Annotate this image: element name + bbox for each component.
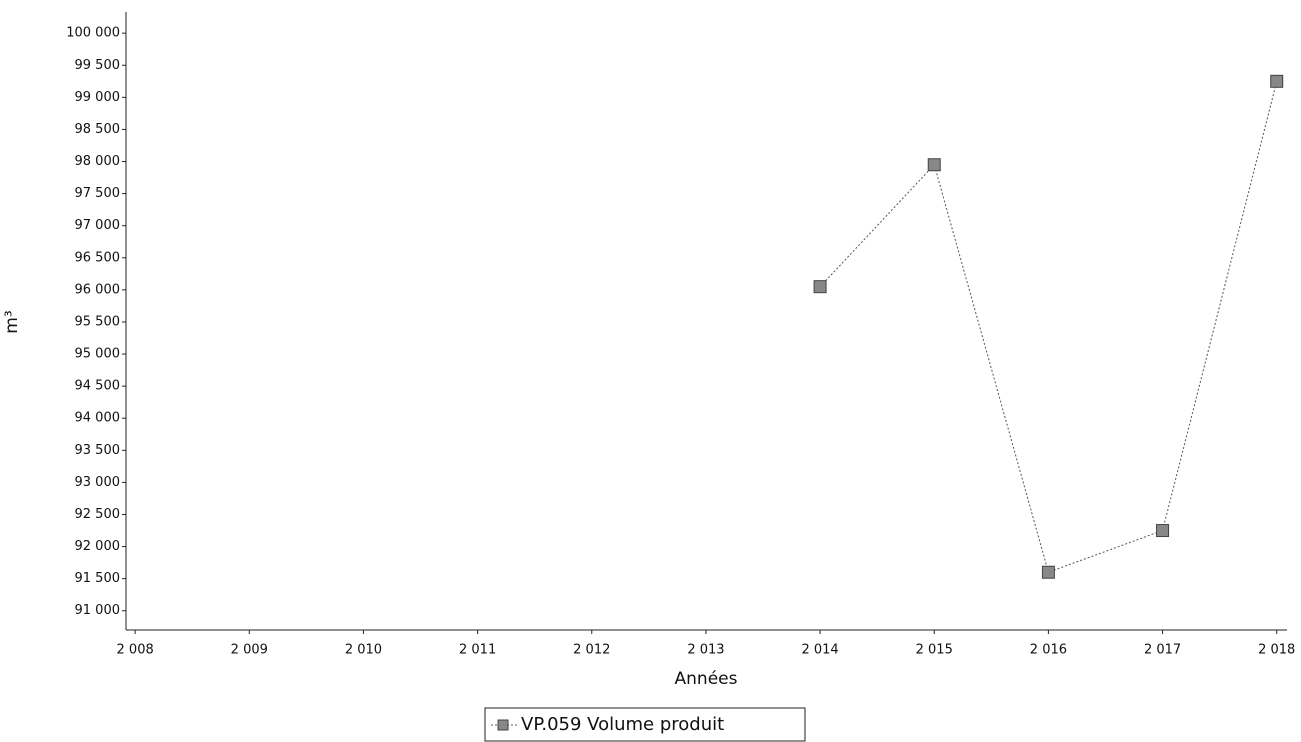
x-tick-label: 2 009 <box>231 643 268 658</box>
y-tick-label: 92 000 <box>75 539 121 554</box>
y-tick-label: 91 000 <box>75 603 121 618</box>
y-tick-label: 99 500 <box>75 58 121 73</box>
legend-box <box>484 707 806 742</box>
x-tick-label: 2 010 <box>345 643 382 658</box>
y-tick-label: 95 500 <box>75 314 121 329</box>
series-line <box>819 81 1278 573</box>
y-tick-label: 94 000 <box>75 411 121 426</box>
y-tick-label: 97 500 <box>75 186 121 201</box>
y-tick-label: 97 000 <box>75 218 121 233</box>
y-tick-label: 100 000 <box>66 26 120 41</box>
y-tick-label: 95 000 <box>75 347 121 362</box>
y-tick-label: 93 500 <box>75 443 121 458</box>
x-tick-label: 2 011 <box>459 643 496 658</box>
x-tick-label: 2 013 <box>687 643 724 658</box>
y-axis-title: m³ <box>2 310 22 333</box>
legend-label: VP.059 Volume produit <box>521 714 724 735</box>
y-tick-label: 91 500 <box>75 571 121 586</box>
y-tick-label: 94 500 <box>75 379 121 394</box>
x-axis-title: Années <box>675 669 738 689</box>
y-tick-label: 96 000 <box>75 282 121 297</box>
x-tick-label: 2 015 <box>916 643 953 658</box>
point <box>813 280 827 294</box>
point <box>1041 565 1055 579</box>
x-tick-label: 2 008 <box>117 643 154 658</box>
legend-marker <box>497 719 509 731</box>
point <box>1270 74 1284 88</box>
y-tick-label: 93 000 <box>75 475 121 490</box>
y-tick-label: 99 000 <box>75 90 121 105</box>
x-tick-label: 2 018 <box>1258 643 1295 658</box>
y-tick-label: 96 500 <box>75 250 121 265</box>
x-tick-label: 2 016 <box>1030 643 1067 658</box>
x-tick-label: 2 014 <box>801 643 838 658</box>
y-tick-label: 92 500 <box>75 507 121 522</box>
y-tick-label: 98 000 <box>75 154 121 169</box>
point <box>1156 524 1170 538</box>
point <box>927 158 941 172</box>
y-tick-label: 98 500 <box>75 122 121 137</box>
x-tick-label: 2 012 <box>573 643 610 658</box>
x-tick-label: 2 017 <box>1144 643 1181 658</box>
